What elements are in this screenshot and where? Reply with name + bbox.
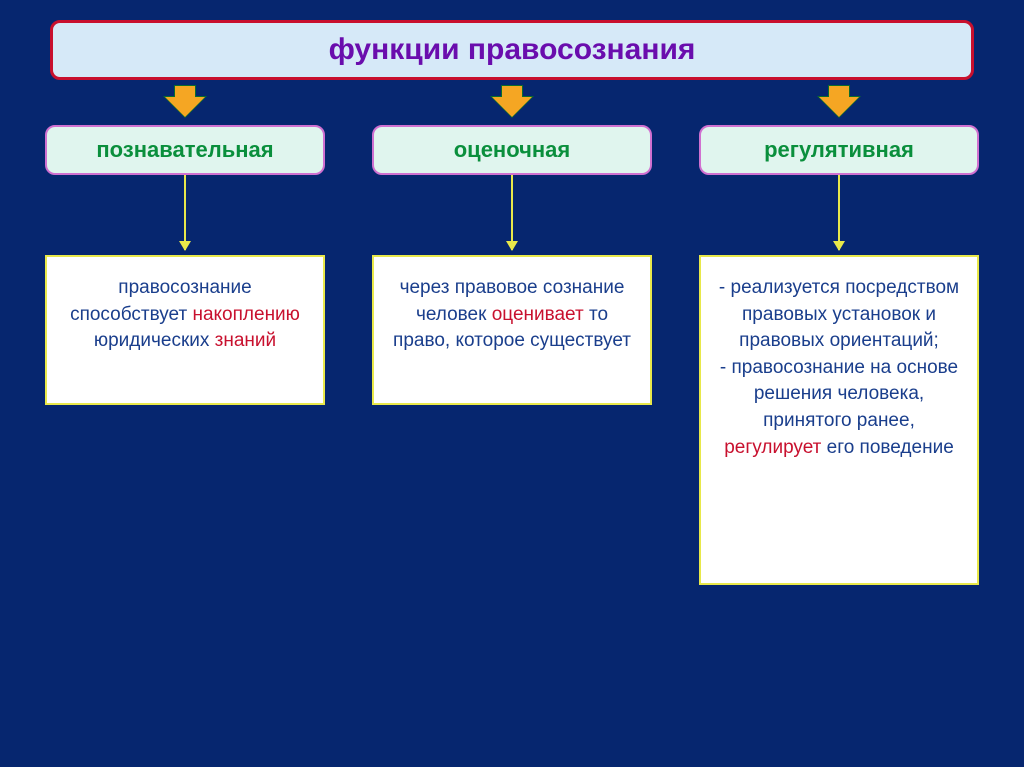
description-box-0: правосознание способствует накоплению юр…	[45, 255, 325, 405]
connector-2	[838, 175, 840, 250]
category-label: регулятивная	[764, 137, 914, 163]
description-text: накоплению	[192, 304, 299, 325]
description-text: юридических	[94, 330, 215, 351]
connector-0	[184, 175, 186, 250]
category-label: познавательная	[96, 137, 273, 163]
category-label: оценочная	[454, 137, 571, 163]
category-box-2: регулятивная	[699, 125, 979, 175]
description-text: - реализуется посредством правовых устан…	[719, 277, 959, 351]
description-text: регулирует	[724, 437, 821, 458]
description-box-2: - реализуется посредством правовых устан…	[699, 255, 979, 585]
description-text: - правосознание на основе решения челове…	[720, 357, 958, 431]
connector-1	[511, 175, 513, 250]
description-text: знаний	[215, 330, 277, 351]
title-box: функции правосознания	[50, 20, 974, 80]
title-text: функции правосознания	[329, 33, 696, 67]
category-box-1: оценочная	[372, 125, 652, 175]
category-box-0: познавательная	[45, 125, 325, 175]
description-text: оценивает	[492, 304, 584, 325]
description-text: его поведение	[821, 437, 953, 458]
description-box-1: через правовое сознание человек оценивае…	[372, 255, 652, 405]
